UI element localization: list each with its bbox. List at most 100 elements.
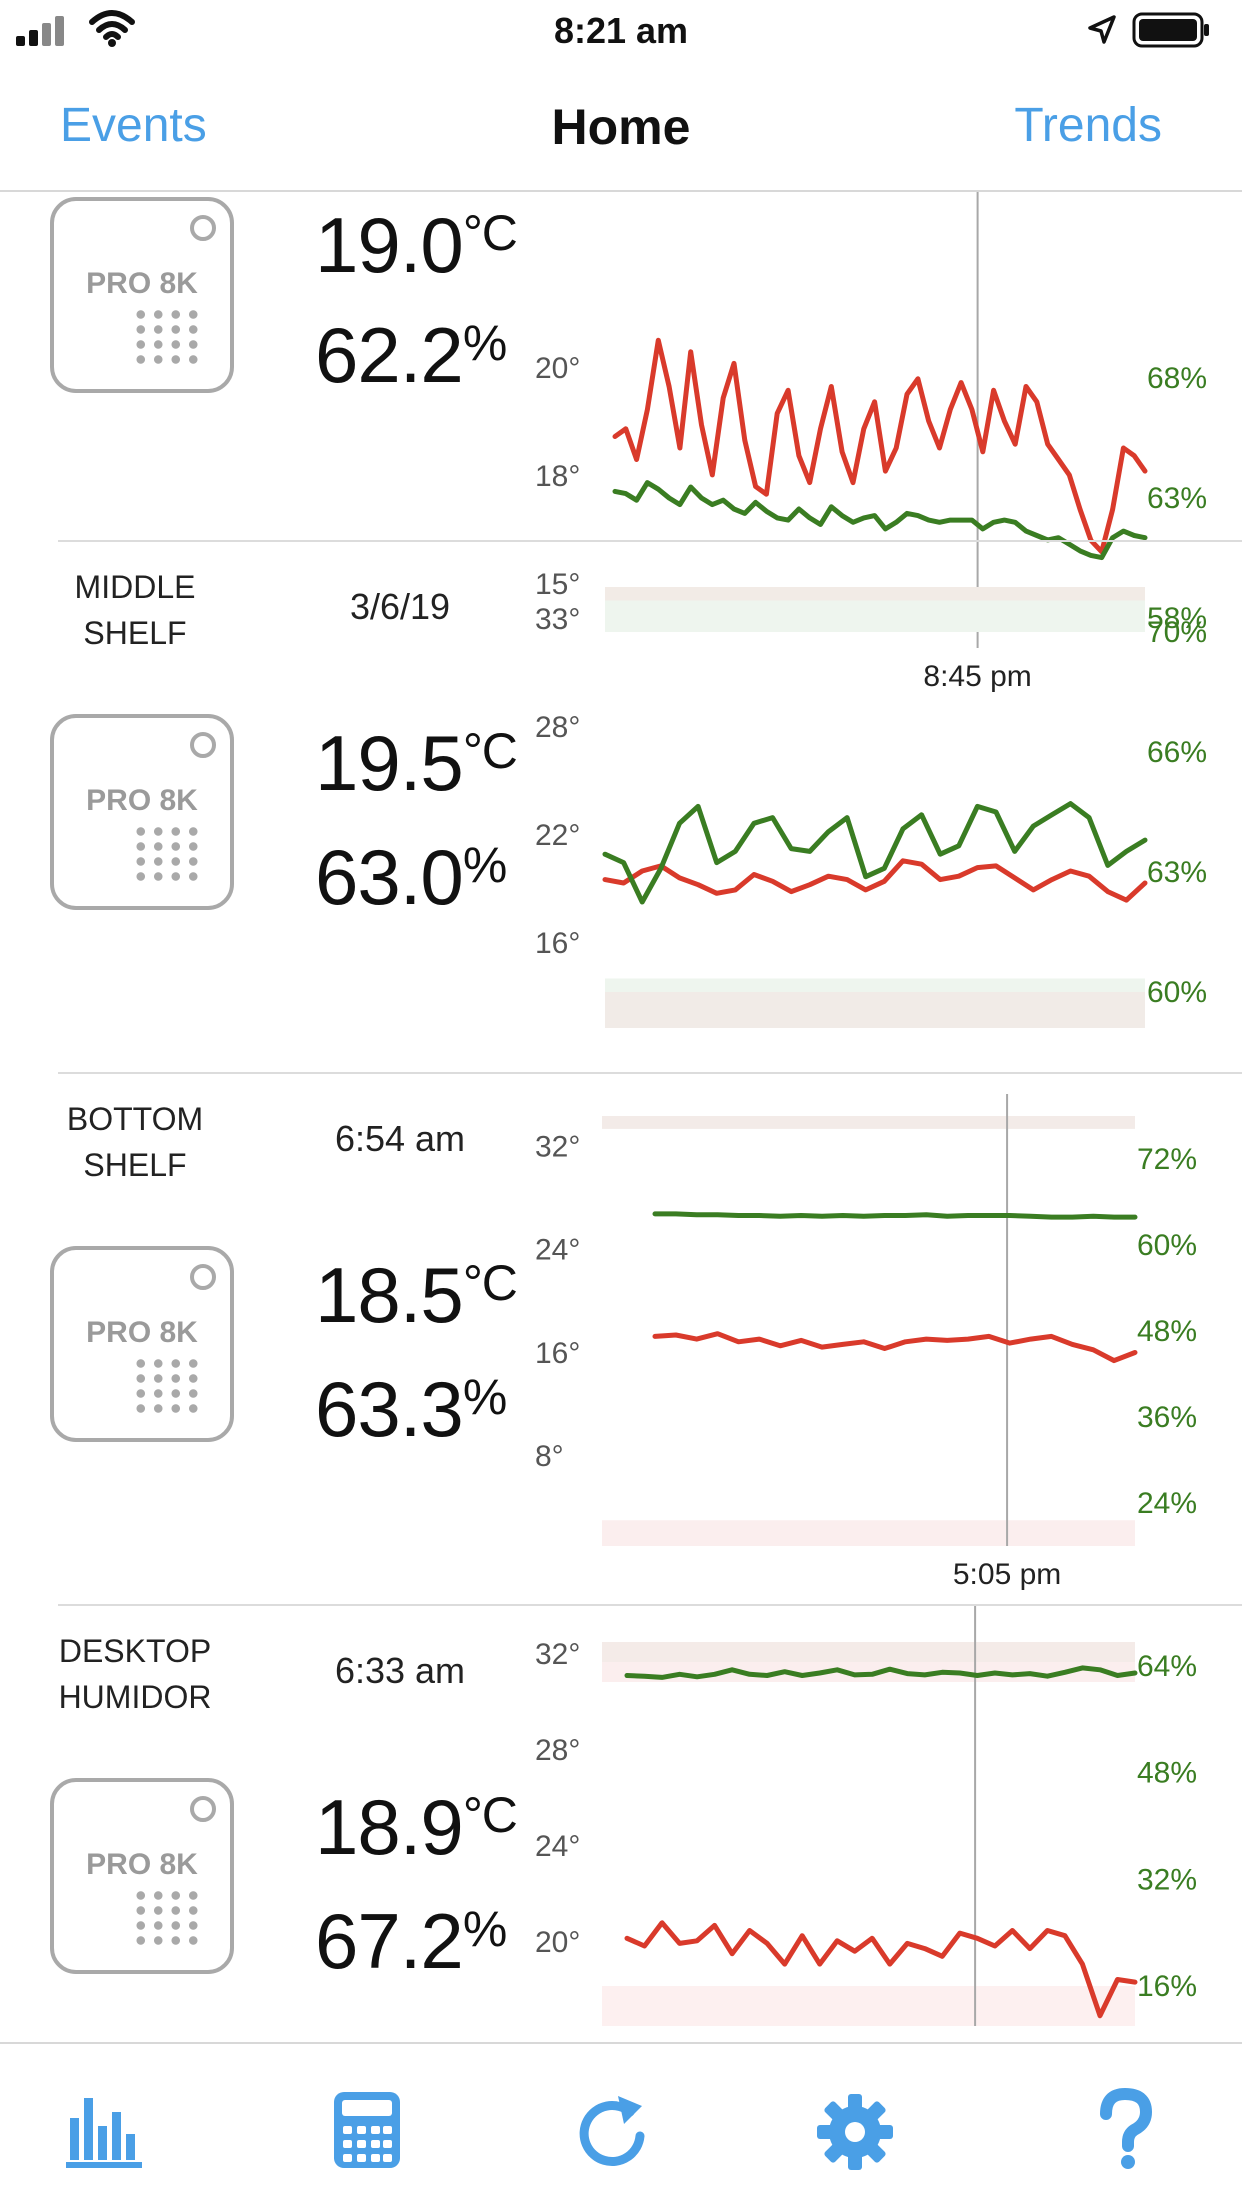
- humidity-value: 63.3%: [315, 1365, 507, 1453]
- status-bar: 8:21 am: [0, 0, 1242, 64]
- temp-tick-label: 18°: [535, 460, 580, 493]
- tab-bar: [0, 2042, 1242, 2210]
- temperature-line: [624, 1920, 1138, 2019]
- gear-icon: [817, 2094, 893, 2170]
- humidity-value: 62.2%: [315, 311, 507, 399]
- range-band: [602, 1642, 1135, 1662]
- temperature-line: [602, 858, 1148, 903]
- chart-svg: 32° 24° 16° 8° 72% 60% 48% 36% 24% 5:05 pm: [535, 1094, 1197, 1591]
- humidity-tick-label: 63%: [1147, 482, 1207, 515]
- wifi-icon: [89, 10, 135, 47]
- sensor-row[interactable]: DESKTOP HUMIDOR 6:33 am PRO 8K 18.9°C 67.…: [0, 1606, 1242, 2042]
- row-separator: [58, 540, 1242, 542]
- sensor-chart[interactable]: 32° 24° 16° 8° 72% 60% 48% 36% 24% 5:05 pm: [530, 1094, 1242, 1594]
- temp-tick-label: 20°: [535, 1926, 580, 1959]
- page-title: Home: [551, 99, 691, 155]
- sensor-device-icon[interactable]: PRO 8K: [50, 197, 234, 393]
- location-arrow-icon: [1088, 15, 1116, 44]
- temp-tick-label: 32°: [535, 1130, 580, 1163]
- temp-tick-label: 22°: [535, 819, 580, 852]
- humidity-tick-label: 48%: [1137, 1315, 1197, 1348]
- events-button[interactable]: Events: [60, 99, 207, 152]
- range-band: [602, 1986, 1135, 2026]
- temp-tick-label: 28°: [535, 1734, 580, 1767]
- humidity-tick-label: 70%: [1147, 616, 1207, 649]
- sensor-device-icon[interactable]: PRO 8K: [50, 1778, 234, 1974]
- range-band: [605, 600, 1145, 632]
- last-updated: 3/6/19: [349, 586, 451, 627]
- sensor-list[interactable]: PRO 8K 19.0°C 62.2% 20° 18° 15° 68% 63% 58% 8:…: [0, 190, 1242, 2042]
- temp-tick-label: 15°: [535, 568, 580, 601]
- humidity-tick-label: 72%: [1137, 1143, 1197, 1176]
- temperature-value: 19.0°C: [315, 201, 518, 289]
- temperature-value: 18.5°C: [315, 1251, 518, 1339]
- temp-tick-label: 28°: [535, 711, 580, 744]
- tab-help[interactable]: [1080, 2084, 1170, 2174]
- humidity-tick-label: 32%: [1137, 1863, 1197, 1896]
- tab-stats[interactable]: [60, 2084, 150, 2174]
- temp-tick-label: 16°: [535, 927, 580, 960]
- trends-button[interactable]: Trends: [1014, 99, 1162, 152]
- chart-svg: 32° 28° 24° 20° 64% 48% 32% 16%: [535, 1606, 1197, 2026]
- row-separator: [58, 1072, 1242, 1074]
- range-band: [605, 978, 1145, 992]
- calculator-icon: [334, 2092, 400, 2168]
- humidity-tick-label: 60%: [1137, 1229, 1197, 1262]
- status-time: 8:21 am: [553, 10, 689, 51]
- humidity-tick-label: 66%: [1147, 736, 1207, 769]
- temp-tick-label: 32°: [535, 1638, 580, 1671]
- temp-tick-label: 8°: [535, 1440, 564, 1473]
- humidity-tick-label: 63%: [1147, 856, 1207, 889]
- sensor-row[interactable]: MIDDLE SHELF 3/6/19 PRO 8K 19.5°C 63.0% 3…: [0, 542, 1242, 1072]
- time-marker-label: 5:05 pm: [953, 1558, 1061, 1591]
- sensor-row[interactable]: BOTTOM SHELF 6:54 am PRO 8K 18.5°C 63.3% …: [0, 1074, 1242, 1604]
- temp-tick-label: 24°: [535, 1830, 580, 1863]
- humidity-line: [602, 801, 1148, 905]
- sensor-chart[interactable]: 32° 28° 24° 20° 64% 48% 32% 16%: [530, 1606, 1242, 2042]
- temp-tick-label: 24°: [535, 1234, 580, 1267]
- humidity-tick-label: 68%: [1147, 362, 1207, 395]
- humidity-line: [624, 1665, 1138, 1680]
- temp-tick-label: 33°: [535, 603, 580, 636]
- humidity-value: 67.2%: [315, 1897, 507, 1985]
- range-band: [605, 587, 1145, 601]
- humidity-tick-label: 24%: [1137, 1487, 1197, 1520]
- tab-settings[interactable]: [810, 2084, 900, 2174]
- humidity-tick-label: 36%: [1137, 1401, 1197, 1434]
- tab-refresh[interactable]: [568, 2084, 658, 2174]
- humidity-tick-label: 64%: [1137, 1650, 1197, 1683]
- signal-icon: [16, 16, 64, 46]
- range-band: [605, 992, 1145, 1028]
- humidity-line: [612, 480, 1148, 561]
- sensor-device-icon[interactable]: PRO 8K: [50, 714, 234, 910]
- last-updated: 6:33 am: [334, 1650, 466, 1691]
- temp-tick-label: 16°: [535, 1337, 580, 1370]
- range-band: [602, 1520, 1135, 1546]
- sensor-chart[interactable]: 33° 28° 22° 16° 70% 66% 63% 60%: [530, 562, 1242, 1052]
- humidity-tick-label: 48%: [1137, 1757, 1197, 1790]
- bar-chart-icon: [66, 2098, 142, 2168]
- time-marker-label: 8:45 pm: [923, 660, 1031, 693]
- temperature-value: 19.5°C: [315, 719, 518, 807]
- sensor-device-icon[interactable]: PRO 8K: [50, 1246, 234, 1442]
- sensor-chart[interactable]: 20° 18° 15° 68% 63% 58% 8:45 pm: [530, 190, 1242, 693]
- temperature-line: [612, 337, 1148, 555]
- row-separator: [58, 1604, 1242, 1606]
- nav-bar: Events Home Trends: [0, 64, 1242, 192]
- sensor-name: DESKTOP HUMIDOR: [58, 1633, 212, 1715]
- battery-icon: [1132, 12, 1209, 48]
- humidity-line: [652, 1211, 1138, 1220]
- temp-tick-label: 20°: [535, 352, 580, 385]
- humidity-tick-label: 16%: [1137, 1970, 1197, 2003]
- last-updated: 6:54 am: [334, 1118, 466, 1159]
- tab-calculator[interactable]: [322, 2084, 412, 2174]
- range-band: [602, 1116, 1135, 1129]
- help-icon: [1100, 2087, 1153, 2169]
- chart-svg: 33° 28° 22° 16° 70% 66% 63% 60%: [535, 587, 1207, 1028]
- sensor-name: BOTTOM SHELF: [66, 1101, 204, 1183]
- refresh-icon: [579, 2096, 645, 2166]
- temperature-value: 18.9°C: [315, 1783, 518, 1871]
- humidity-value: 63.0%: [315, 833, 507, 921]
- humidity-tick-label: 58%: [1147, 602, 1207, 635]
- sensor-name: MIDDLE SHELF: [74, 569, 196, 651]
